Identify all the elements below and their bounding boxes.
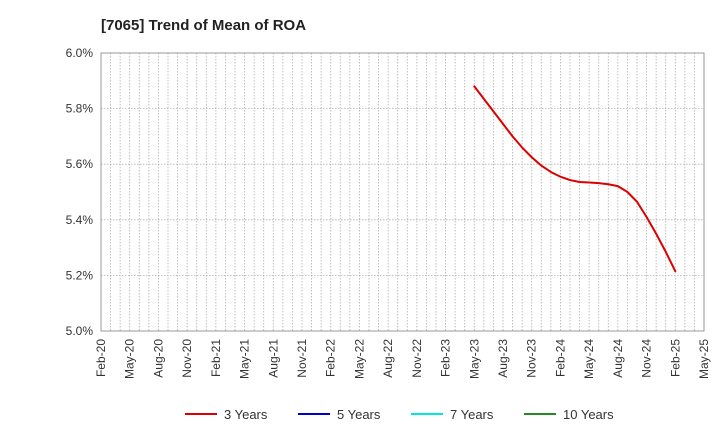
x-tick-label: May-24 bbox=[582, 339, 596, 379]
x-axis: Feb-20 May-20 Aug-20 Nov-20 Feb-21 May-21 Aug-… bbox=[94, 339, 711, 379]
x-tick-label: Aug-20 bbox=[151, 339, 165, 378]
x-tick-label: Feb-20 bbox=[94, 339, 108, 377]
legend-label: 3 Years bbox=[224, 407, 268, 422]
x-tick-label: Feb-22 bbox=[324, 339, 338, 377]
chart-title: [7065] Trend of Mean of ROA bbox=[101, 17, 306, 34]
x-tick-label: May-20 bbox=[123, 339, 137, 379]
x-tick-label: Aug-21 bbox=[266, 339, 280, 378]
grid-lines bbox=[101, 53, 704, 331]
x-tick-label: Nov-24 bbox=[640, 339, 654, 378]
legend-label: 10 Years bbox=[563, 407, 614, 422]
y-tick-label: 5.6% bbox=[66, 157, 94, 171]
legend-label: 5 Years bbox=[337, 407, 381, 422]
y-tick-label: 5.8% bbox=[66, 102, 94, 116]
legend-label: 7 Years bbox=[450, 407, 494, 422]
y-axis: 5.0% 5.2% 5.4% 5.6% 5.8% 6.0% bbox=[66, 46, 94, 338]
x-tick-label: Feb-25 bbox=[668, 339, 682, 377]
y-tick-label: 5.2% bbox=[66, 268, 94, 282]
x-tick-label: May-21 bbox=[238, 339, 252, 379]
x-tick-label: May-23 bbox=[467, 339, 481, 379]
x-tick-label: Feb-23 bbox=[439, 339, 453, 377]
y-tick-label: 5.0% bbox=[66, 324, 94, 338]
x-tick-label: Nov-20 bbox=[180, 339, 194, 378]
series-line-3-years bbox=[473, 85, 677, 273]
x-tick-label: Aug-23 bbox=[496, 339, 510, 378]
x-tick-label: Aug-22 bbox=[381, 339, 395, 378]
x-tick-label: Nov-22 bbox=[410, 339, 424, 378]
y-tick-label: 5.4% bbox=[66, 213, 94, 227]
plot-area bbox=[100, 52, 705, 332]
x-tick-label: Feb-24 bbox=[553, 339, 567, 377]
x-tick-label: Feb-21 bbox=[209, 339, 223, 377]
x-tick-label: May-25 bbox=[697, 339, 711, 379]
legend: 3 Years 5 Years 7 Years 10 Years bbox=[185, 407, 614, 422]
x-tick-label: Nov-23 bbox=[525, 339, 539, 378]
x-tick-label: May-22 bbox=[352, 339, 366, 379]
series-lines bbox=[473, 85, 677, 273]
x-tick-label: Aug-24 bbox=[611, 339, 625, 378]
y-tick-label: 6.0% bbox=[66, 46, 94, 60]
x-tick-label: Nov-21 bbox=[295, 339, 309, 378]
